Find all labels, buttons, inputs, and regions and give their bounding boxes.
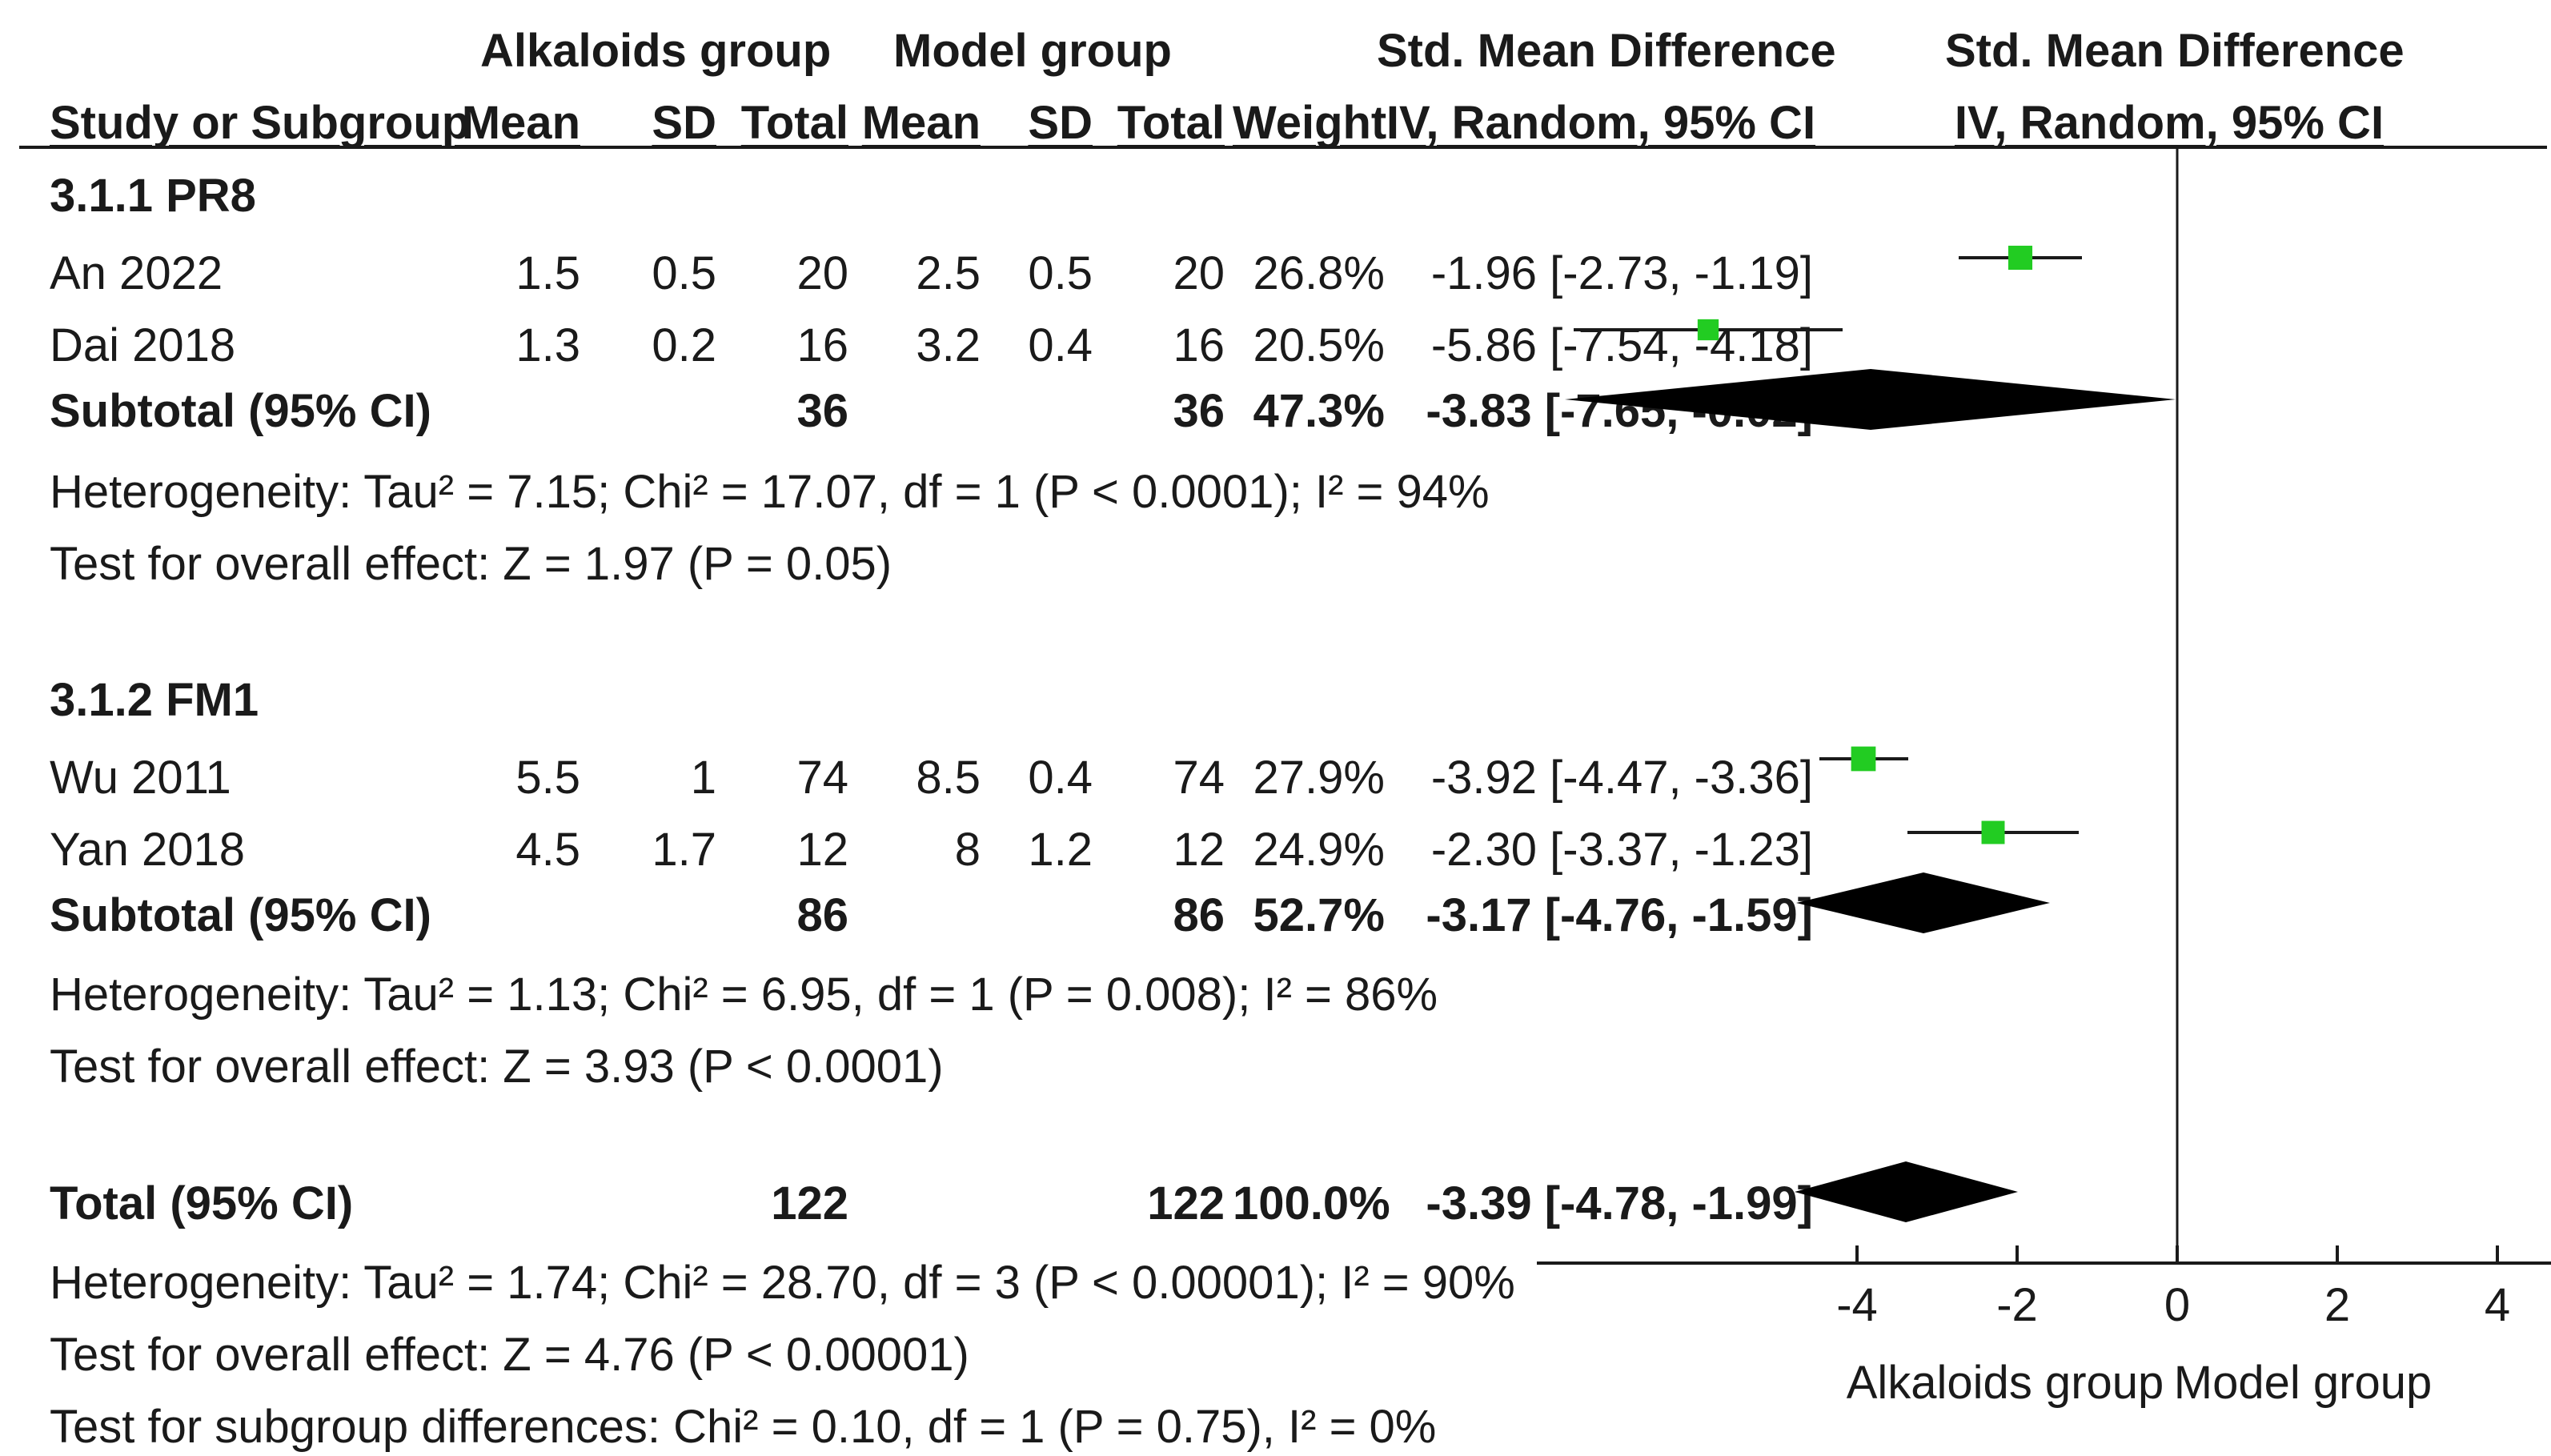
ctl-mean-header: Mean: [861, 97, 981, 149]
overall-effect-text: Test for overall effect: Z = 3.93 (P < 0…: [50, 1041, 944, 1093]
exp-mean: 5.5: [515, 752, 580, 804]
subgroup-title: 3.1.2 FM1: [50, 674, 259, 726]
x-axis-ticks: -4 -2 0 2 4: [1836, 1245, 2510, 1331]
x-tick-label: -2: [1996, 1279, 2038, 1331]
study-marker: [1851, 746, 1876, 772]
subtotal-weight: 52.7%: [1253, 889, 1385, 941]
study-column-header: Study or Subgroup: [50, 97, 471, 149]
smd-ci: -1.96 [-2.73, -1.19]: [1430, 247, 1813, 299]
subtotal-label: Subtotal (95% CI): [50, 889, 431, 941]
exp-total: 20: [796, 247, 848, 299]
header-rule: [19, 146, 2547, 149]
ctl-grand-total: 122: [1147, 1177, 1225, 1229]
smd-column-title: Std. Mean Difference: [1377, 25, 1836, 77]
total-label: Total (95% CI): [50, 1177, 354, 1229]
exp-sd: 0.5: [652, 247, 716, 299]
ctl-sd: 0.4: [1028, 752, 1093, 804]
subgroup-title: 3.1.1 PR8: [50, 170, 256, 222]
ctl-sd: 0.4: [1028, 319, 1093, 371]
ctl-sd: 1.2: [1028, 824, 1093, 876]
summary-diamond: [1796, 872, 2050, 933]
x-tick-label: 0: [2164, 1279, 2190, 1331]
ctl-mean: 8.5: [916, 752, 981, 804]
exp-sd: 0.2: [652, 319, 716, 371]
x-tick-label: 4: [2485, 1279, 2510, 1331]
study-name: An 2022: [50, 247, 223, 299]
plot-title: Std. Mean Difference: [1945, 25, 2405, 77]
weight: 24.9%: [1253, 824, 1385, 876]
smd-ci: -2.30 [-3.37, -1.23]: [1430, 824, 1813, 876]
exp-subtotal: 36: [796, 385, 848, 437]
study-marker: [2008, 245, 2033, 271]
model-group-header: Model group: [893, 25, 1172, 77]
weight: 20.5%: [1253, 319, 1385, 371]
ctl-total: 20: [1173, 247, 1225, 299]
ctl-total-header: Total: [1117, 97, 1225, 149]
exp-grand-total: 122: [771, 1177, 848, 1229]
ctl-sd: 0.5: [1028, 247, 1093, 299]
ctl-total: 12: [1173, 824, 1225, 876]
smd-ci: -3.92 [-4.47, -3.36]: [1430, 752, 1813, 804]
heterogeneity-text: Heterogeneity: Tau² = 7.15; Chi² = 17.07…: [50, 466, 1490, 518]
ctl-mean: 2.5: [916, 247, 981, 299]
exp-sd-header: SD: [652, 97, 716, 149]
x-tick-label: -4: [1836, 1279, 1878, 1331]
subtotal-weight: 47.3%: [1253, 385, 1385, 437]
weight: 27.9%: [1253, 752, 1385, 804]
x-tick-label: 2: [2324, 1279, 2350, 1331]
ctl-total: 16: [1173, 319, 1225, 371]
study-name: Dai 2018: [50, 319, 236, 371]
subgroup-differences-text: Test for subgroup differences: Chi² = 0.…: [50, 1401, 1437, 1453]
plot-subtitle: IV, Random, 95% CI: [1954, 97, 2385, 149]
summary-diamond: [1565, 369, 2176, 430]
exp-mean: 1.3: [515, 319, 580, 371]
exp-mean: 1.5: [515, 247, 580, 299]
subtotal-ci: -3.17 [-4.76, -1.59]: [1426, 889, 1813, 941]
weight-header: Weight: [1233, 97, 1387, 149]
exp-total: 74: [796, 752, 848, 804]
ctl-sd-header: SD: [1028, 97, 1093, 149]
exp-total-header: Total: [740, 97, 848, 149]
favours-left-label: Alkaloids group: [1847, 1357, 2164, 1409]
exp-total: 16: [796, 319, 848, 371]
subtotal-label: Subtotal (95% CI): [50, 385, 431, 437]
ctl-mean: 3.2: [916, 319, 981, 371]
favours-right-label: Model group: [2174, 1357, 2432, 1409]
smd-column-subtitle: IV, Random, 95% CI: [1386, 97, 1816, 149]
alkaloids-group-header: Alkaloids group: [480, 25, 832, 77]
study-marker: [1697, 319, 1719, 341]
exp-sd: 1.7: [652, 824, 716, 876]
study-name: Wu 2011: [50, 752, 231, 804]
total-weight: 100.0%: [1233, 1177, 1390, 1229]
ctl-subtotal: 86: [1173, 889, 1225, 941]
heterogeneity-text: Heterogeneity: Tau² = 1.74; Chi² = 28.70…: [50, 1257, 1515, 1309]
exp-mean-header: Mean: [461, 97, 580, 149]
exp-total: 12: [796, 824, 848, 876]
overall-effect-text: Test for overall effect: Z = 1.97 (P = 0…: [50, 538, 892, 590]
exp-mean: 4.5: [515, 824, 580, 876]
weight: 26.8%: [1253, 247, 1385, 299]
study-marker: [1981, 820, 2005, 844]
exp-sd: 1: [690, 752, 716, 804]
plot-marks: [1565, 245, 2176, 1222]
summary-diamond: [1795, 1161, 2018, 1222]
study-name: Yan 2018: [50, 824, 246, 876]
exp-subtotal: 86: [796, 889, 848, 941]
total-ci: -3.39 [-4.78, -1.99]: [1426, 1177, 1813, 1229]
ctl-mean: 8: [954, 824, 981, 876]
overall-effect-text: Test for overall effect: Z = 4.76 (P < 0…: [50, 1329, 969, 1381]
heterogeneity-text: Heterogeneity: Tau² = 1.13; Chi² = 6.95,…: [50, 969, 1438, 1021]
ctl-total: 74: [1173, 752, 1225, 804]
ctl-subtotal: 36: [1173, 385, 1225, 437]
